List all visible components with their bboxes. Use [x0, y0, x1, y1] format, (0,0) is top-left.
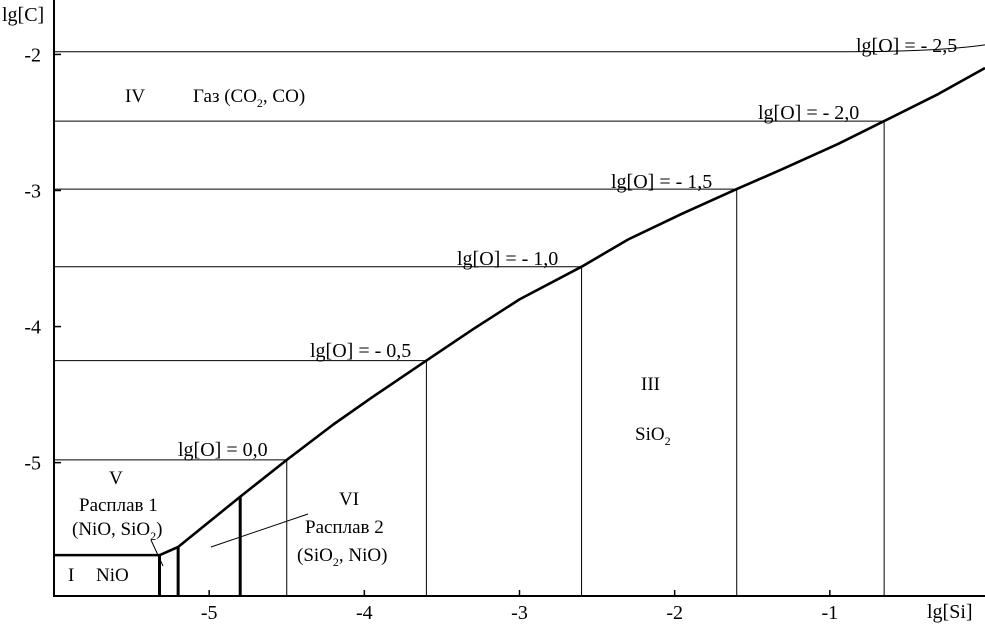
boundary-group: [158, 66, 985, 557]
region-vi-leader-line: [210, 513, 309, 548]
region-v-melt: Расплав 1: [79, 495, 158, 516]
x-tick-label: -4: [356, 602, 373, 624]
saturation-boundary-curve: [158, 66, 985, 557]
region-iii-phase: SiO2: [635, 424, 671, 448]
isoline-label-4: lg[O] = - 2,0: [758, 102, 859, 124]
y-axis-label: lg[C]: [2, 4, 44, 26]
region-v-composition: (NiO, SiO2): [72, 519, 162, 543]
region-i-numeral: I: [68, 565, 74, 586]
region-iii-numeral: III: [641, 374, 660, 395]
y-tick-label: -5: [24, 453, 41, 475]
region-iv-numeral: IV: [125, 86, 145, 107]
isoline-label-3: lg[O] = - 1,5: [611, 171, 712, 193]
region-vi-numeral: VI: [339, 489, 359, 510]
region-v-numeral: V: [109, 468, 123, 489]
isoline-label-5: lg[O] = - 2,5: [856, 35, 957, 57]
region-i-phase: NiO: [96, 565, 129, 586]
isoline-horizontal: [54, 44, 985, 53]
tick-group: -5 -4 -3 -2 -1 -2 -3 -4 -5: [24, 44, 838, 624]
y-tick-label: -3: [24, 181, 41, 203]
region-iv-phase: Газ (CO2, CO): [193, 86, 305, 110]
y-tick-label: -4: [24, 317, 41, 339]
isoline-label-1: lg[O] = - 0,5: [310, 340, 411, 362]
x-axis-label: lg[Si]: [927, 601, 973, 623]
isoline-label-2: lg[O] = - 1,0: [457, 248, 558, 270]
region-vi-melt: Расплав 2: [305, 517, 384, 538]
x-tick-label: -1: [821, 602, 838, 624]
region-v-leader-line: [150, 539, 164, 567]
isoline-label-0: lg[O] = 0,0: [178, 439, 268, 461]
region-vi-composition: (SiO2, NiO): [297, 545, 387, 569]
x-tick-label: -2: [666, 602, 683, 624]
x-tick-label: -3: [511, 602, 528, 624]
isoline-group: [54, 44, 985, 596]
x-tick-label: -5: [201, 602, 218, 624]
y-tick-label: -2: [24, 44, 41, 66]
phase-boundary-group: [54, 496, 242, 596]
